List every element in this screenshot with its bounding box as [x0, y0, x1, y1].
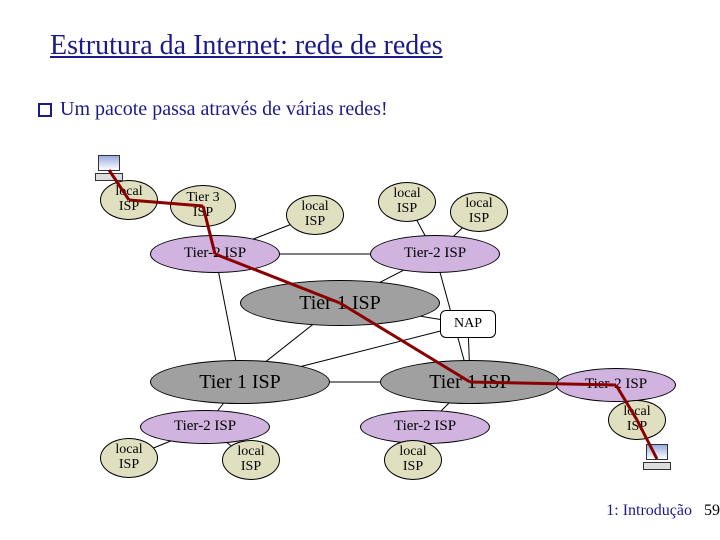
- node-tier3: Tier 3 ISP: [170, 185, 236, 227]
- node-t2C: Tier-2 ISP: [140, 410, 270, 444]
- node-localE: local ISP: [100, 438, 158, 478]
- node-localH: local ISP: [608, 400, 666, 440]
- node-t1R: Tier 1 ISP: [380, 360, 560, 404]
- node-t2R: Tier-2 ISP: [556, 368, 676, 402]
- node-localC: local ISP: [378, 182, 436, 222]
- node-localF: local ISP: [222, 440, 280, 480]
- node-t2A: Tier-2 ISP: [150, 235, 280, 273]
- node-localG: local ISP: [384, 440, 442, 480]
- node-localA: local ISP: [100, 180, 158, 220]
- node-t1top: Tier 1 ISP: [240, 280, 440, 326]
- computer-icon: [640, 444, 674, 474]
- footer-text: 1: Introdução: [606, 502, 692, 520]
- page-number: 59: [692, 502, 720, 520]
- node-nap: NAP: [440, 310, 496, 338]
- node-t2B: Tier-2 ISP: [370, 235, 500, 273]
- node-localD: local ISP: [450, 192, 508, 232]
- node-t1L: Tier 1 ISP: [150, 360, 330, 404]
- node-localB: local ISP: [286, 195, 344, 235]
- node-t2D: Tier-2 ISP: [360, 410, 490, 444]
- computer-icon: [92, 155, 126, 185]
